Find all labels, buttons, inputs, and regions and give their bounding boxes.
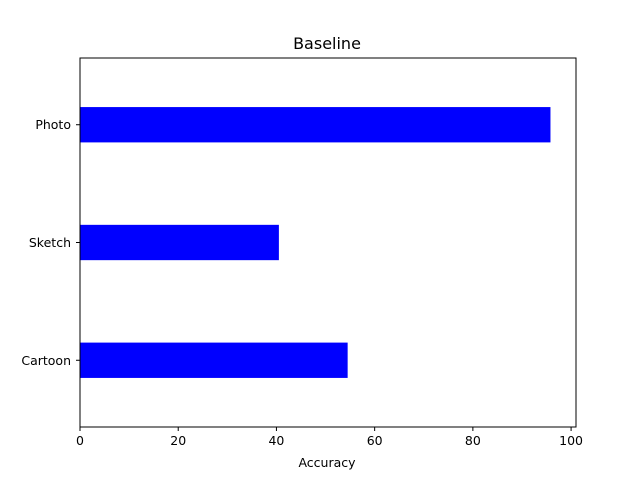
x-tick-label: 80 <box>465 433 481 448</box>
x-tick-label: 60 <box>367 433 383 448</box>
x-axis-label: Accuracy <box>298 455 356 470</box>
bars-layer <box>80 107 551 378</box>
x-tick-label: 0 <box>76 433 84 448</box>
x-tick-label: 20 <box>170 433 186 448</box>
chart-title: Baseline <box>293 34 361 53</box>
x-tick-label: 100 <box>559 433 583 448</box>
x-tick-label: 40 <box>268 433 284 448</box>
bar-photo <box>80 107 551 143</box>
y-tick-label-photo: Photo <box>35 117 71 132</box>
y-axis-ticks: Cartoon Sketch Photo <box>21 117 80 368</box>
bar-cartoon <box>80 342 348 378</box>
y-tick-label-cartoon: Cartoon <box>21 353 71 368</box>
bar-sketch <box>80 224 279 261</box>
y-tick-label-sketch: Sketch <box>29 235 71 250</box>
x-axis-ticks: 0 20 40 60 80 100 <box>76 427 583 448</box>
